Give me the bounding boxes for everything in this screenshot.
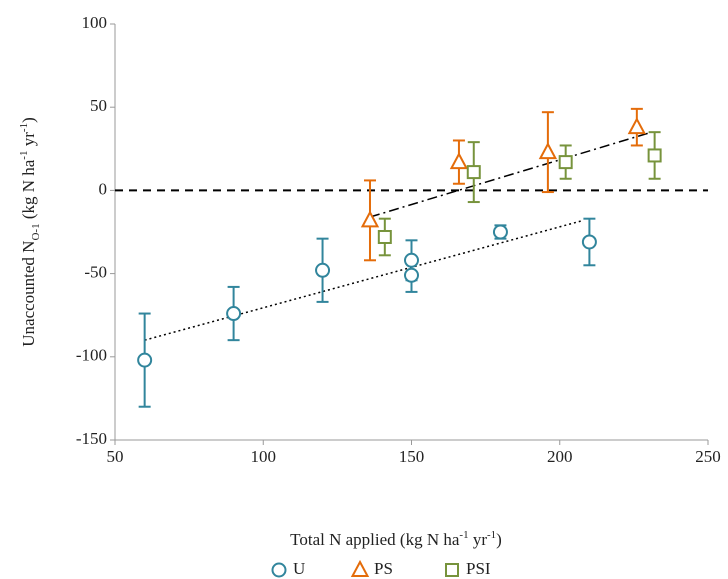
legend-marker (271, 562, 287, 578)
point (538, 142, 558, 160)
point (404, 267, 419, 283)
x-axis-title: Total N applied (kg N ha-1 yr-1) (290, 529, 502, 549)
legend-marker (445, 563, 459, 577)
title-part: Total N applied (kg N ha (290, 530, 460, 549)
legend-label: PSI (466, 559, 491, 578)
y-tick-label: -150 (76, 429, 107, 448)
point (137, 352, 153, 368)
point (492, 224, 508, 240)
point (581, 234, 597, 250)
title-part: -1 (18, 151, 30, 160)
title-part: (kg N ha (19, 159, 38, 223)
title-part: -1 (18, 123, 30, 132)
title-part: ) (19, 117, 38, 123)
y-tick-label: 100 (82, 13, 108, 32)
y-axis-title: Unaccounted NO-1 (kg N ha-1 yr-1) (18, 117, 42, 347)
title-part: Unaccounted N (19, 241, 38, 347)
title-part: yr (469, 530, 488, 549)
title-part: -1 (487, 529, 496, 541)
y-tick-label: -100 (76, 346, 107, 365)
title-part: ) (496, 530, 502, 549)
legend-label: PS (374, 559, 393, 578)
x-tick-label: 50 (107, 447, 124, 466)
title-part: yr (19, 132, 38, 151)
point (627, 117, 647, 135)
point (466, 165, 481, 180)
y-tick-label: 0 (99, 179, 108, 198)
point (558, 155, 573, 170)
trendline (144, 219, 584, 341)
y-tick-label: 50 (90, 96, 107, 115)
point (449, 151, 469, 170)
title-part: -1 (459, 529, 468, 541)
point (647, 148, 662, 163)
point (360, 210, 380, 228)
x-tick-label: 100 (251, 447, 277, 466)
x-tick-label: 250 (695, 447, 721, 466)
trendline (369, 131, 652, 218)
legend-label: U (293, 559, 305, 578)
legend-marker (350, 559, 370, 577)
x-tick-label: 150 (399, 447, 425, 466)
point (226, 306, 242, 322)
y-tick-label: -50 (84, 263, 107, 282)
point (404, 252, 419, 268)
point (377, 229, 392, 244)
point (315, 262, 331, 278)
x-tick-label: 200 (547, 447, 573, 466)
title-part: O-1 (30, 223, 42, 240)
